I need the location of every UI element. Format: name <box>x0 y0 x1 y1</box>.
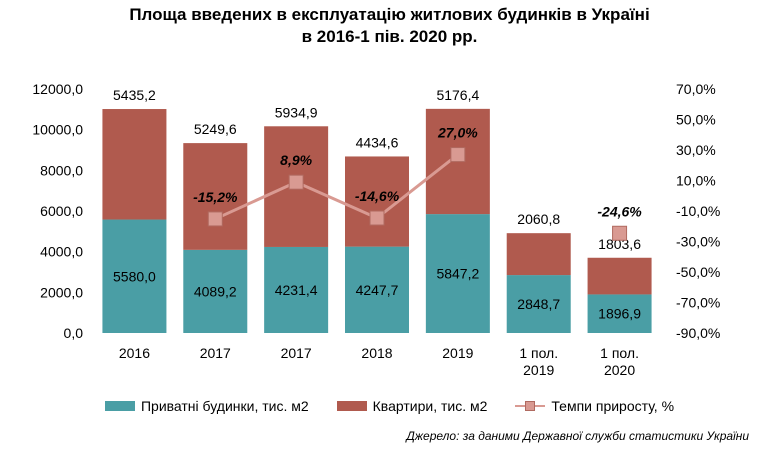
data-label-private: 4231,4 <box>275 282 318 298</box>
x-axis-tick-label: 2017 <box>200 345 231 361</box>
data-label-apartments: 5176,4 <box>436 87 479 103</box>
y2-axis-tick-label: 30,0% <box>676 142 716 158</box>
y-axis-tick-label: 6000,0 <box>40 203 83 219</box>
growth-rate-marker <box>612 225 628 241</box>
x-axis-tick-label: 2019 <box>442 345 473 361</box>
bar-private <box>102 219 167 333</box>
growth-rate-marker <box>207 211 223 227</box>
y-axis-tick-label: 0,0 <box>64 325 84 341</box>
growth-rate-marker <box>450 147 466 163</box>
chart-title-line-2: в 2016-1 пів. 2020 рр. <box>301 27 478 46</box>
growth-rate-marker <box>369 210 385 226</box>
x-axis-tick-label: 2019 <box>523 362 554 378</box>
data-label-growth-rate: 8,9% <box>280 152 312 168</box>
legend-label-private: Приватні будинки, тис. м2 <box>140 398 309 414</box>
bar-apartments <box>506 233 571 276</box>
bar-private <box>264 246 329 333</box>
y2-axis-tick-label: -30,0% <box>676 234 720 250</box>
data-label-growth-rate: 27,0% <box>437 125 478 141</box>
bar-private <box>345 246 409 333</box>
chart-title: Площа введених в експлуатацію житлових б… <box>0 4 779 48</box>
data-label-apartments: 5249,6 <box>194 121 237 137</box>
data-label-apartments: 2060,8 <box>517 211 560 227</box>
bar-private <box>425 214 490 333</box>
legend-item-growth-rate: Темпи приросту, % <box>515 398 674 414</box>
bar-private <box>587 294 652 333</box>
legend-swatch-growth-rate <box>515 400 546 412</box>
data-label-private: 5847,2 <box>436 266 479 282</box>
y2-axis-tick-label: 10,0% <box>676 173 716 189</box>
data-label-growth-rate: -24,6% <box>597 203 642 219</box>
y2-axis-tick-label: 70,0% <box>676 81 716 97</box>
growth-rate-marker <box>288 174 304 190</box>
legend-label-apartments: Квартири, тис. м2 <box>372 398 488 414</box>
y-axis-tick-label: 8000,0 <box>40 162 83 178</box>
data-label-apartments: 4434,6 <box>356 134 399 150</box>
y2-axis-tick-label: 50,0% <box>676 112 716 128</box>
data-label-apartments: 5435,2 <box>113 87 156 103</box>
x-axis-tick-label: 2018 <box>361 345 392 361</box>
data-label-apartments: 5934,9 <box>275 104 318 120</box>
bar-private <box>183 249 248 333</box>
data-label-private: 5580,0 <box>113 268 156 284</box>
y2-axis-tick-label: -50,0% <box>676 264 720 280</box>
x-axis-tick-label: 1 пол. <box>519 345 558 361</box>
legend-swatch-apartments <box>336 401 367 411</box>
x-axis-tick-label: 2017 <box>281 345 312 361</box>
y-axis-tick-label: 4000,0 <box>40 244 83 260</box>
chart-plot: 0,0 2000,0 4000,0 6000,0 8000,0 10000,0 12000,… <box>32 81 720 378</box>
bar-apartments <box>102 109 167 220</box>
x-axis-tick-label: 1 пол. <box>600 345 639 361</box>
y-axis-tick-label: 2000,0 <box>40 284 83 300</box>
data-label-growth-rate: -14,6% <box>355 188 400 204</box>
chart-legend: Приватні будинки, тис. м2 Квартири, тис.… <box>0 398 779 414</box>
y2-axis-tick-label: -10,0% <box>676 203 720 219</box>
bar-apartments <box>587 257 652 295</box>
bar-private <box>506 275 571 333</box>
data-label-private: 2848,7 <box>517 296 560 312</box>
data-label-private: 4089,2 <box>194 283 237 299</box>
x-axis-tick-label: 2016 <box>119 345 150 361</box>
legend-swatch-private <box>104 401 135 411</box>
y2-axis-tick-label: -70,0% <box>676 295 720 311</box>
legend-item-apartments: Квартири, тис. м2 <box>336 398 488 414</box>
y2-axis-tick-label: -90,0% <box>676 325 720 341</box>
x-axis-tick-label: 2020 <box>604 362 635 378</box>
legend-item-private: Приватні будинки, тис. м2 <box>104 398 309 414</box>
data-label-private: 1896,9 <box>598 306 641 322</box>
source-note: Джерело: за даними Державної служби стат… <box>406 429 749 443</box>
chart-title-line-1: Площа введених в експлуатацію житлових б… <box>129 5 650 24</box>
bar-apartments <box>183 143 248 250</box>
growth-rate-line <box>214 153 459 221</box>
data-label-growth-rate: -15,2% <box>193 189 238 205</box>
y-axis-tick-label: 10000,0 <box>32 122 83 138</box>
data-label-apartments: 1803,6 <box>598 236 641 252</box>
data-label-private: 4247,7 <box>356 282 399 298</box>
y-axis-tick-label: 12000,0 <box>32 81 83 97</box>
legend-label-growth-rate: Темпи приросту, % <box>551 398 675 414</box>
